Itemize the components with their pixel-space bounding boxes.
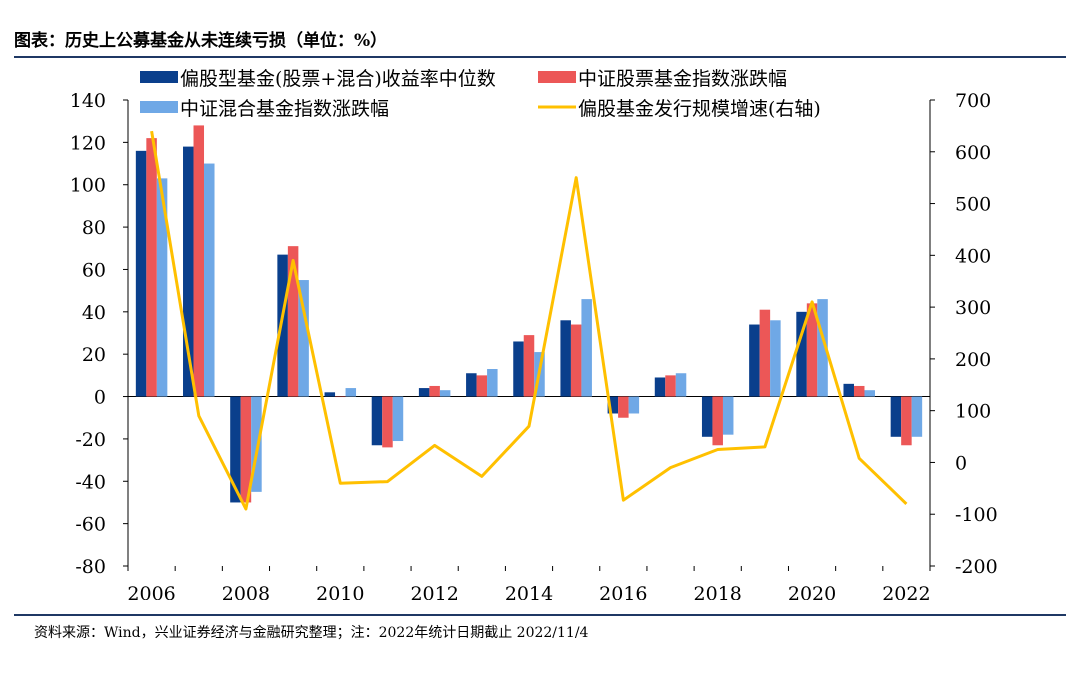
bar-series-2	[618, 396, 629, 418]
bar-series-1	[607, 396, 619, 414]
bar-series-1	[277, 254, 288, 397]
chart: -80-60-40-20020406080100120140-200-10001…	[70, 68, 998, 600]
bar-series-1	[135, 150, 147, 397]
bar-series-2	[335, 396, 346, 398]
bar-series-3	[675, 373, 687, 397]
left-tick-label: 20	[82, 344, 106, 366]
bar-series-2	[853, 385, 865, 397]
x-tick-label: 2022	[882, 583, 930, 600]
bar-series-1	[654, 377, 666, 397]
x-tick-label: 2012	[410, 583, 458, 600]
chart-title: 图表：历史上公募基金从未连续亏损（单位：%）	[14, 31, 388, 51]
bar-series-2	[570, 324, 582, 397]
x-tick-label: 2008	[222, 583, 270, 600]
bar-series-3	[345, 388, 357, 397]
bar-series-3	[864, 390, 875, 397]
bar-series-3	[392, 396, 404, 442]
bar-series-2	[901, 396, 912, 446]
left-tick-label: 80	[82, 217, 106, 239]
x-tick-label: 2020	[788, 583, 836, 600]
left-tick-label: 0	[94, 387, 106, 409]
right-tick-label: 700	[955, 90, 991, 112]
right-tick-label: 400	[955, 245, 991, 267]
bar-series-2	[146, 138, 157, 397]
left-tick-label: 140	[70, 90, 106, 112]
bar-series-2	[712, 396, 723, 446]
bar-series-1	[466, 373, 477, 397]
bar-series-2	[193, 125, 205, 397]
legend-label-3: 中证混合基金指数涨跌幅	[180, 98, 389, 120]
legend-swatch-2	[538, 71, 576, 83]
bar-series-1	[513, 341, 524, 397]
bar-series-2	[665, 375, 676, 397]
bar-series-3	[581, 299, 592, 397]
right-tick-label: 100	[955, 401, 991, 423]
bar-series-2	[759, 309, 771, 397]
bar-series-1	[843, 383, 854, 397]
bar-series-2	[382, 396, 393, 448]
right-tick-label: 500	[955, 194, 991, 216]
bar-series-1	[324, 392, 336, 397]
left-tick-label: -60	[75, 514, 106, 536]
x-tick-label: 2010	[316, 583, 364, 600]
bar-series-1	[701, 396, 713, 437]
x-tick-label: 2014	[505, 583, 553, 600]
left-tick-label: -40	[75, 471, 106, 493]
bar-series-1	[418, 388, 430, 397]
bar-series-3	[251, 396, 262, 492]
bar-series-3	[722, 396, 734, 435]
x-tick-label: 2018	[694, 583, 742, 600]
left-tick-label: -20	[75, 429, 106, 451]
bar-series-3	[770, 320, 781, 397]
right-tick-label: 600	[955, 142, 991, 164]
left-tick-label: 120	[70, 132, 106, 154]
bar-series-2	[523, 335, 535, 397]
legend-label-4: 偏股基金发行规模增速(右轴)	[578, 98, 821, 120]
bar-series-3	[156, 178, 168, 397]
bar-series-3	[817, 299, 828, 397]
bar-series-1	[183, 146, 194, 397]
bars	[135, 125, 923, 503]
bar-series-1	[749, 324, 760, 397]
bar-series-2	[806, 303, 818, 397]
legend: 偏股型基金(股票+混合)收益率中位数 中证股票基金指数涨跌幅中证混合基金指数涨跌幅…	[140, 68, 821, 120]
bar-series-1	[890, 396, 902, 437]
right-tick-label: -100	[955, 504, 998, 526]
bar-series-3	[487, 369, 498, 397]
bar-series-3	[204, 163, 215, 397]
bar-series-2	[429, 385, 440, 397]
source-note: 资料来源：Wind，兴业证券经济与金融研究整理；注：2022年统计日期截止 20…	[34, 625, 589, 641]
legend-label-2: 中证股票基金指数涨跌幅	[578, 68, 787, 90]
top-rule	[14, 56, 1066, 58]
right-tick-label: 200	[955, 349, 991, 371]
left-tick-label: 40	[82, 302, 106, 324]
x-tick-label: 2016	[599, 583, 647, 600]
left-tick-label: -80	[75, 556, 106, 578]
left-tick-label: 60	[82, 259, 106, 281]
legend-label-1: 偏股型基金(股票+混合)收益率中位数	[180, 68, 496, 90]
right-tick-label: -200	[955, 556, 998, 578]
bar-series-1	[796, 311, 807, 397]
line-series-path	[150, 130, 908, 511]
x-tick-label: 2006	[127, 583, 175, 600]
right-tick-label: 300	[955, 297, 991, 319]
line-series	[150, 130, 908, 511]
bar-series-1	[560, 320, 571, 397]
bar-series-2	[240, 396, 252, 503]
bar-series-3	[298, 280, 309, 397]
bar-series-3	[439, 390, 451, 397]
bar-series-2	[476, 375, 488, 397]
axes: -80-60-40-20020406080100120140-200-10001…	[70, 90, 998, 600]
right-tick-label: 0	[955, 452, 967, 474]
legend-swatch-1	[140, 71, 178, 83]
bar-series-2	[287, 246, 299, 397]
legend-swatch-3	[140, 101, 178, 113]
bar-series-3	[628, 396, 640, 414]
left-tick-label: 100	[70, 175, 106, 197]
bar-series-1	[230, 396, 241, 503]
bar-series-3	[911, 396, 923, 437]
bottom-rule	[14, 614, 1066, 616]
bar-series-1	[371, 396, 383, 446]
